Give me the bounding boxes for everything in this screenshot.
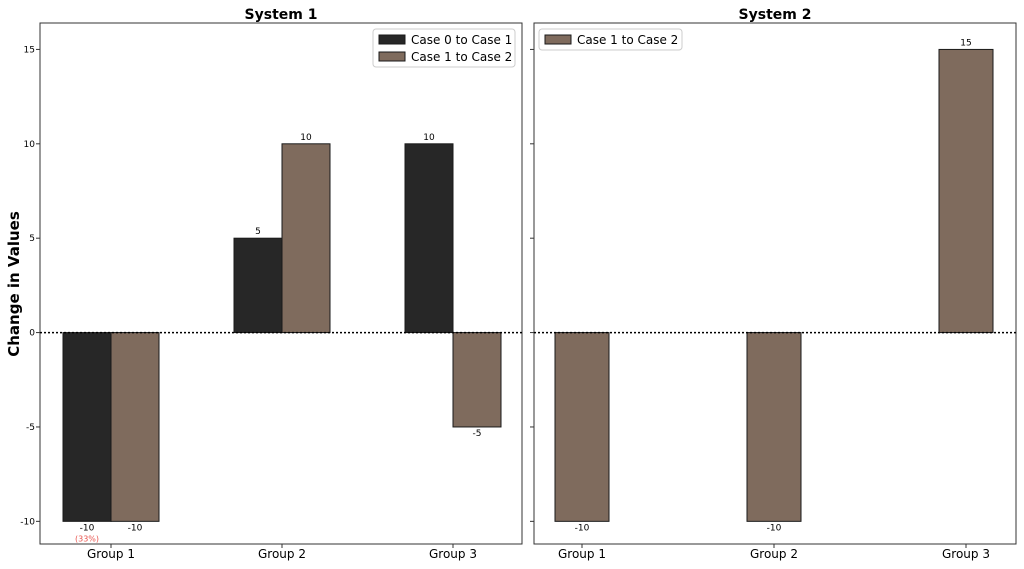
bar-case-0-to-case-1-group-2	[233, 237, 283, 334]
x-tick-label: Group 1	[558, 547, 606, 561]
bar-value-label: -10	[80, 523, 95, 533]
bar-case-1-to-case-2-group-1	[554, 332, 610, 522]
legend-swatch	[378, 34, 406, 45]
bar-value-label: 10	[423, 133, 435, 143]
y-tick-label: -5	[26, 423, 35, 433]
y-tick-label: 5	[29, 234, 35, 244]
legend: Case 0 to Case 1 Case 1 to Case 2	[372, 28, 516, 68]
bar-value-label: 10	[300, 133, 312, 143]
legend-box	[538, 28, 683, 51]
legend-label: Case 0 to Case 1	[411, 33, 512, 47]
plot-frame	[533, 22, 1017, 545]
legend-label: Case 1 to Case 2	[411, 50, 512, 64]
chart-panel-system-1: System 1 -10 -5 0 5 10 15 -10 5 10 -10 10 -5 (33%) Gro…	[20, 7, 523, 561]
y-tick-label: 0	[29, 329, 35, 339]
bar-value-label: 15	[960, 38, 971, 48]
legend-swatch	[544, 34, 572, 45]
plot-frame	[39, 22, 523, 545]
bar-value-label: -10	[767, 523, 782, 533]
x-tick-label: Group 3	[429, 547, 477, 561]
bar-case-1-to-case-2-group-1	[110, 332, 160, 522]
x-tick-label: Group 3	[942, 547, 990, 561]
legend-box	[372, 28, 516, 68]
bar-value-label: -10	[575, 523, 590, 533]
y-tick-label: 15	[24, 45, 35, 55]
bar-case-0-to-case-1-group-1	[62, 332, 112, 522]
bar-value-label: 5	[255, 227, 261, 237]
legend-label: Case 1 to Case 2	[577, 33, 678, 47]
bar-annotation: (33%)	[75, 534, 99, 543]
bar-case-0-to-case-1-group-3	[404, 143, 454, 334]
x-tick-label: Group 2	[750, 547, 798, 561]
bar-case-1-to-case-2-group-3	[938, 48, 994, 334]
x-tick-label: Group 2	[258, 547, 306, 561]
bar-case-1-to-case-2-group-2	[746, 332, 802, 522]
bar-value-label: -10	[128, 523, 143, 533]
y-tick-label: 10	[24, 140, 36, 150]
legend: Case 1 to Case 2	[538, 28, 683, 51]
y-tick-label: -10	[20, 517, 35, 527]
bar-case-1-to-case-2-group-2	[281, 143, 331, 334]
x-tick-label: Group 1	[87, 547, 135, 561]
chart-title: System 1	[245, 7, 318, 23]
bar-case-1-to-case-2-group-3	[452, 332, 502, 428]
y-axis-label: Change in Values	[5, 211, 23, 357]
chart-title: System 2	[739, 7, 812, 23]
bar-value-label: -5	[473, 429, 482, 439]
legend-swatch	[378, 51, 406, 62]
chart-panel-system-2: System 2 -10 -10 15 Group 1 Group 2 Group 3 Cas…	[530, 7, 1017, 561]
